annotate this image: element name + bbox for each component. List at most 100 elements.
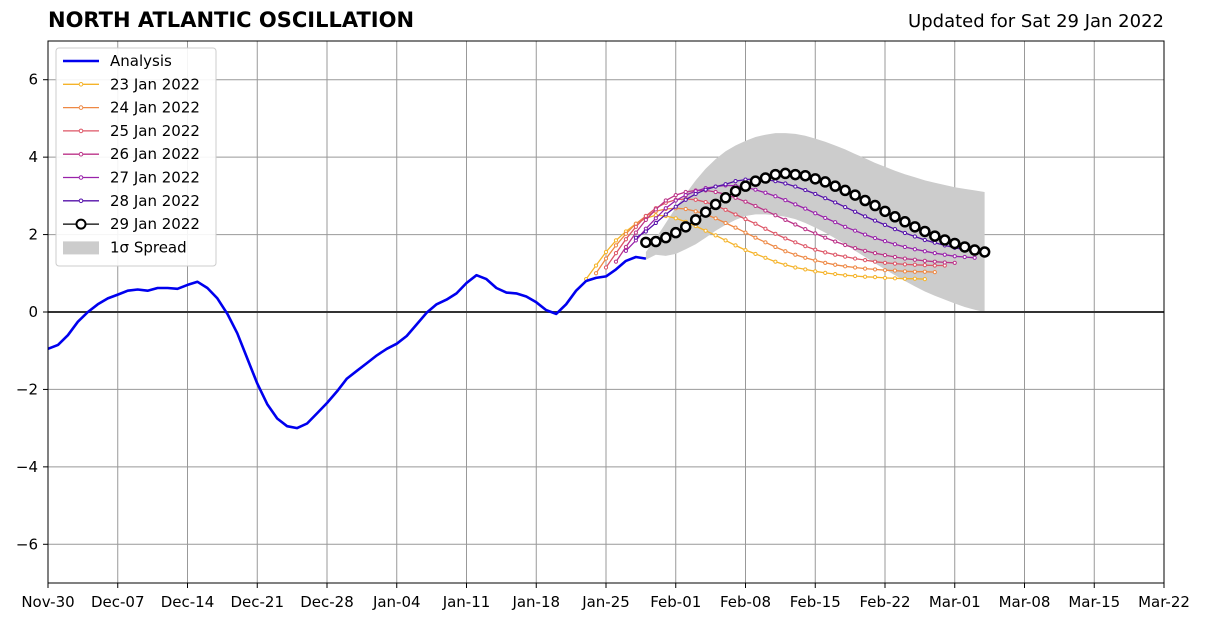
forecast-point bbox=[773, 231, 778, 236]
legend-label: 23 Jan 2022 bbox=[110, 75, 200, 93]
legend-marker bbox=[78, 198, 84, 204]
forecast-point bbox=[833, 220, 838, 225]
forecast-point bbox=[932, 251, 937, 256]
legend-marker bbox=[78, 105, 84, 110]
forecast-point bbox=[633, 235, 638, 240]
forecast-point bbox=[713, 216, 718, 221]
forecast-point bbox=[793, 222, 798, 227]
forecast-point bbox=[892, 261, 898, 266]
y-tick-label: −6 bbox=[16, 535, 38, 553]
legend-marker bbox=[78, 128, 84, 134]
legend-label: 26 Jan 2022 bbox=[110, 145, 200, 163]
forecast-point bbox=[673, 198, 678, 203]
forecast-point bbox=[862, 214, 868, 219]
forecast-point bbox=[892, 254, 898, 260]
forecast-point bbox=[833, 271, 838, 277]
forecast-point bbox=[723, 207, 728, 212]
forecast-point bbox=[922, 258, 927, 263]
forecast-point bbox=[683, 197, 688, 202]
forecast-point bbox=[643, 217, 648, 222]
forecast-point bbox=[813, 211, 818, 216]
forecast-point bbox=[733, 179, 738, 184]
forecast-point bbox=[803, 227, 808, 232]
forecast-point bbox=[693, 197, 698, 202]
forecast-point bbox=[972, 255, 977, 260]
x-tick-label: Dec-21 bbox=[230, 593, 284, 611]
forecast-point bbox=[892, 227, 898, 232]
forecast-point bbox=[623, 231, 629, 236]
forecast-point bbox=[673, 216, 678, 221]
forecast-point bbox=[613, 259, 619, 264]
forecast-point bbox=[633, 224, 638, 229]
forecast-point bbox=[783, 181, 788, 186]
forecast-point bbox=[872, 267, 878, 272]
forecast-point bbox=[773, 244, 778, 250]
forecast-point bbox=[872, 235, 878, 241]
forecast-point bbox=[942, 252, 947, 257]
forecast-point bbox=[813, 231, 818, 236]
x-tick-label: Dec-07 bbox=[91, 593, 145, 611]
legend-label: 25 Jan 2022 bbox=[110, 122, 200, 140]
forecast-point bbox=[839, 184, 851, 197]
forecast-point bbox=[813, 269, 818, 274]
forecast-point bbox=[673, 192, 678, 198]
forecast-point bbox=[978, 246, 991, 258]
forecast-point bbox=[869, 199, 881, 212]
forecast-point bbox=[962, 254, 967, 260]
forecast-point bbox=[909, 221, 921, 233]
forecast-point bbox=[713, 233, 718, 238]
x-tick-label: Feb-01 bbox=[650, 593, 701, 611]
x-tick-label: Mar-01 bbox=[929, 593, 981, 611]
forecast-point bbox=[653, 207, 658, 212]
forecast-point bbox=[593, 263, 599, 268]
forecast-point bbox=[683, 192, 688, 198]
forecast-point bbox=[673, 204, 678, 209]
forecast-point bbox=[833, 262, 838, 267]
forecast-point bbox=[853, 265, 858, 270]
forecast-point bbox=[723, 238, 728, 243]
forecast-point bbox=[699, 206, 712, 218]
forecast-point bbox=[653, 216, 658, 221]
forecast-point bbox=[932, 270, 937, 275]
forecast-point bbox=[703, 228, 708, 233]
legend-marker bbox=[78, 151, 84, 157]
forecast-point bbox=[623, 244, 629, 250]
forecast-point bbox=[853, 209, 858, 214]
forecast-point bbox=[862, 258, 868, 263]
forecast-point bbox=[773, 259, 778, 264]
forecast-point bbox=[803, 206, 808, 211]
forecast-point bbox=[843, 224, 848, 229]
x-tick-label: Jan-25 bbox=[581, 593, 630, 611]
forecast-point bbox=[670, 226, 682, 239]
forecast-point bbox=[753, 203, 758, 209]
forecast-point bbox=[889, 211, 901, 223]
forecast-point bbox=[803, 255, 808, 260]
forecast-point bbox=[753, 221, 758, 226]
forecast-point bbox=[922, 263, 927, 268]
forecast-point bbox=[829, 180, 841, 192]
forecast-point bbox=[849, 189, 861, 201]
x-tick-label: Mar-15 bbox=[1068, 593, 1120, 611]
forecast-point bbox=[650, 235, 662, 248]
forecast-point bbox=[753, 187, 758, 192]
forecast-point bbox=[872, 259, 878, 264]
forecast-point bbox=[703, 187, 708, 192]
forecast-point bbox=[703, 199, 708, 205]
forecast-point bbox=[919, 225, 931, 238]
forecast-point bbox=[902, 262, 908, 267]
forecast-point bbox=[769, 168, 782, 181]
forecast-point bbox=[949, 237, 961, 250]
forecast-point bbox=[922, 237, 927, 243]
forecast-point bbox=[709, 198, 722, 211]
y-tick-label: 4 bbox=[28, 148, 38, 166]
forecast-point bbox=[922, 249, 927, 254]
forecast-point bbox=[843, 204, 848, 210]
y-tick-label: 0 bbox=[28, 303, 38, 321]
forecast-point bbox=[793, 202, 798, 207]
forecast-point bbox=[729, 185, 742, 197]
forecast-point bbox=[733, 212, 738, 217]
forecast-point bbox=[803, 244, 808, 249]
forecast-point bbox=[912, 257, 917, 262]
forecast-point bbox=[743, 230, 748, 235]
forecast-point bbox=[823, 235, 828, 240]
